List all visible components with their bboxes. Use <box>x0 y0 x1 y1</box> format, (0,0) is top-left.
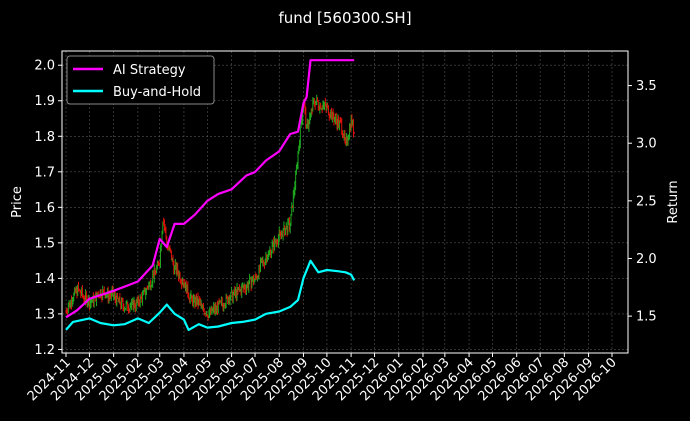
y-tick-label: 1.3 <box>34 307 55 322</box>
y-tick-label: 1.9 <box>34 94 55 109</box>
legend: AI Strategy Buy-and-Hold <box>66 55 215 105</box>
y2-tick-label: 2.5 <box>636 194 657 209</box>
y-tick-label: 1.8 <box>34 130 55 145</box>
series-lines <box>65 59 356 331</box>
y2-tick-label: 1.5 <box>636 310 657 325</box>
legend-box <box>66 55 215 105</box>
chart-title: fund [560300.SH] <box>278 9 411 27</box>
series-line-buy-and-hold <box>65 259 356 331</box>
y-tick-label: 1.6 <box>34 201 55 216</box>
y-tick-label: 1.4 <box>34 272 55 287</box>
price-bars <box>65 94 355 321</box>
y-tick-label: 2.0 <box>34 59 55 74</box>
legend-label-buy-and-hold: Buy-and-Hold <box>113 85 201 100</box>
y2-axis-label: Return <box>666 180 681 223</box>
y-axis-label: Price <box>10 186 25 218</box>
series-line-ai-strategy <box>65 59 355 319</box>
y2-tick-label: 3.0 <box>636 137 657 152</box>
y-tick-label: 1.5 <box>34 236 55 251</box>
y-tick-label: 1.2 <box>34 343 55 358</box>
y-tick-label: 1.7 <box>34 165 55 180</box>
legend-label-ai-strategy: AI Strategy <box>113 63 186 78</box>
plot-frame <box>61 50 629 354</box>
y-axis: 1.2 1.3 1.4 1.5 1.6 1.7 1.8 1.9 2.0 <box>34 59 62 358</box>
y2-axis: 1.5 2.0 2.5 3.0 3.5 <box>628 79 657 325</box>
x-axis: 2024-112024-122025-012025-022025-032025-… <box>25 353 620 404</box>
y2-tick-label: 2.0 <box>636 252 657 267</box>
y2-tick-label: 3.5 <box>636 79 657 94</box>
